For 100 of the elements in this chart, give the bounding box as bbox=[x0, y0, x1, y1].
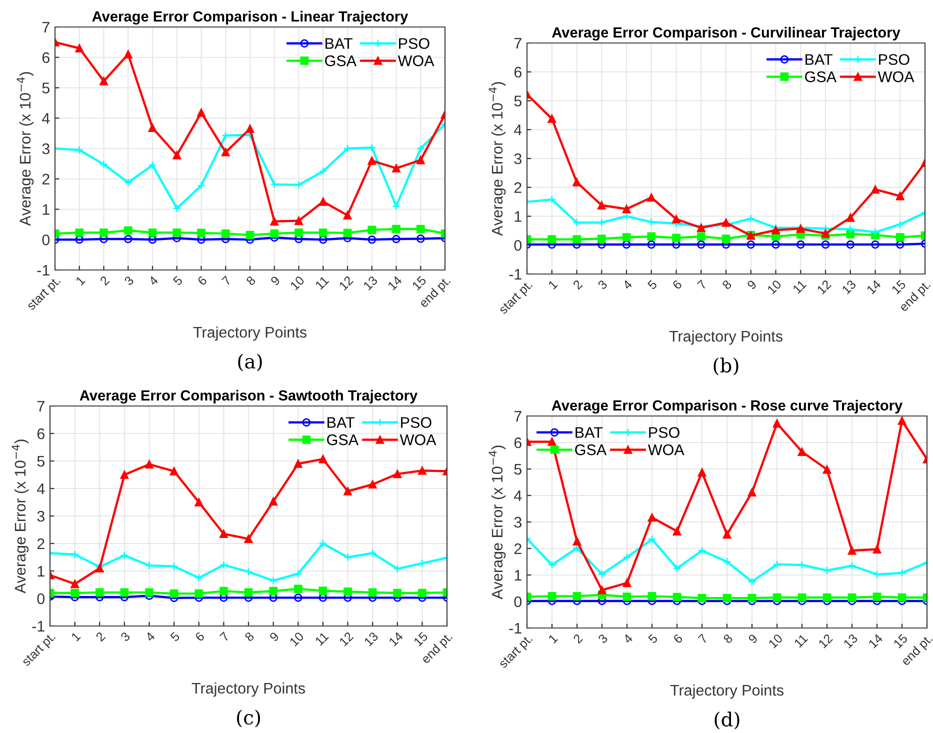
legend-label: BAT bbox=[576, 427, 603, 438]
text: (b) bbox=[714, 358, 738, 376]
x-tick-label: 4 bbox=[144, 631, 156, 642]
x-tick-label: 13 bbox=[364, 631, 379, 647]
x-tick-label: 13 bbox=[841, 279, 856, 295]
x-tick-label: 12 bbox=[818, 634, 833, 648]
x-tick-label: 2 bbox=[572, 634, 583, 644]
x-tick-label: 8 bbox=[244, 631, 255, 642]
y-tick-label: -1 bbox=[37, 265, 50, 276]
x-tick-label: 4 bbox=[148, 275, 159, 286]
x-tick-label: 3 bbox=[124, 275, 134, 286]
y-tick-label: 0 bbox=[514, 596, 522, 608]
y-tick-label: 3 bbox=[514, 516, 522, 528]
legend-label: WOA bbox=[400, 434, 436, 446]
x-tick-label: 13 bbox=[843, 633, 858, 649]
y-tick-label: 5 bbox=[514, 96, 522, 106]
x-tick-label: 8 bbox=[722, 633, 734, 644]
y-tick-label: 0 bbox=[37, 593, 45, 604]
x-tick-label: 4 bbox=[622, 279, 633, 290]
y-tick-label: 1 bbox=[38, 566, 44, 577]
x-tick-label: 11 bbox=[314, 276, 330, 290]
text: (c) bbox=[237, 710, 260, 728]
y-tick-label: 0 bbox=[514, 240, 522, 251]
x-axis-title: Trajectory Points bbox=[192, 682, 305, 697]
x-tick-label: 6 bbox=[672, 633, 684, 644]
x-tick-label: 9 bbox=[746, 280, 757, 290]
x-tick-label: 10 bbox=[289, 631, 304, 647]
x-tick-label: 11 bbox=[794, 634, 808, 648]
x-tick-label: 3 bbox=[120, 631, 131, 642]
y-tick-label: 7 bbox=[514, 38, 522, 49]
y-axis-title: Average Error (x 10$^{−4}$) bbox=[488, 446, 506, 600]
y-tick-label: 6 bbox=[514, 66, 522, 78]
text: (a) bbox=[238, 354, 262, 372]
x-tick-label: 1 bbox=[548, 280, 558, 290]
y-tick-label: -1 bbox=[509, 269, 522, 280]
legend-label: BAT bbox=[326, 38, 353, 49]
x-tick-label: start pt. bbox=[26, 276, 62, 312]
legend-label: PSO bbox=[399, 38, 430, 49]
x-tick-label: 2 bbox=[572, 280, 583, 290]
chart-title: Average Error Comparison - Sawtooth Trajectory bbox=[80, 390, 418, 404]
x-tick-label: 14 bbox=[866, 279, 882, 294]
y-tick-label: 5 bbox=[42, 82, 50, 94]
legend-label: WOA bbox=[648, 444, 684, 456]
y-tick-label: 3 bbox=[37, 510, 44, 522]
legend-label: PSO bbox=[401, 417, 432, 428]
y-tick-label: 2 bbox=[42, 174, 50, 184]
x-tick-label: 11 bbox=[314, 632, 329, 646]
x-tick-label: start pt. bbox=[498, 280, 534, 316]
y-tick-label: 7 bbox=[42, 22, 50, 33]
x-tick-label: 8 bbox=[722, 279, 732, 290]
y-tick-label: 7 bbox=[37, 401, 44, 412]
x-tick-label: 10 bbox=[768, 633, 784, 649]
y-tick-label: 1 bbox=[42, 204, 50, 215]
y-tick-label: 6 bbox=[42, 52, 50, 64]
x-tick-label: 1 bbox=[75, 276, 86, 286]
y-tick-label: 3 bbox=[42, 143, 50, 154]
y-tick-label: 6 bbox=[514, 437, 522, 448]
x-tick-label: 9 bbox=[748, 634, 758, 644]
chart-title: Average Error Comparison - Curvilinear Trajectory bbox=[552, 26, 900, 41]
x-tick-label: 14 bbox=[387, 275, 402, 290]
legend-label: BAT bbox=[806, 54, 833, 65]
y-tick-label: 5 bbox=[37, 456, 44, 467]
y-tick-label: 4 bbox=[42, 113, 50, 124]
x-tick-label: 3 bbox=[598, 633, 608, 644]
x-tick-label: 12 bbox=[338, 632, 354, 646]
x-tick-label: 3 bbox=[597, 279, 608, 290]
x-axis-title: Trajectory Points bbox=[669, 330, 782, 345]
legend-label: WOA bbox=[398, 55, 434, 66]
y-tick-label: 3 bbox=[514, 153, 522, 164]
y-tick-label: 2 bbox=[37, 538, 44, 550]
x-tick-label: 9 bbox=[269, 632, 280, 642]
x-tick-label: 6 bbox=[197, 275, 208, 286]
x-tick-label: 4 bbox=[622, 633, 634, 644]
y-tick-label: 7 bbox=[514, 411, 522, 422]
chart-title: Average Error Comparison - Linear Trajectory bbox=[92, 10, 408, 25]
x-tick-label: 14 bbox=[868, 633, 884, 648]
x-tick-label: 1 bbox=[70, 632, 81, 642]
text: (d) bbox=[714, 712, 740, 730]
y-tick-label: 1 bbox=[514, 570, 522, 581]
x-tick-label: 7 bbox=[698, 634, 708, 644]
x-tick-label: start pt. bbox=[498, 634, 534, 670]
x-tick-label: 6 bbox=[672, 279, 682, 290]
y-axis-title: Average Error (x 10$^{−4}$) bbox=[16, 72, 34, 226]
x-tick-label: 1 bbox=[548, 634, 558, 644]
x-tick-label: 14 bbox=[388, 631, 404, 646]
x-tick-label: 10 bbox=[766, 279, 782, 295]
y-tick-label: 5 bbox=[514, 464, 522, 475]
x-tick-label: 5 bbox=[648, 634, 658, 644]
y-tick-label: 4 bbox=[36, 484, 45, 494]
legend-label: GSA bbox=[327, 434, 359, 446]
x-tick-label: start pt. bbox=[21, 632, 58, 668]
x-tick-label: 5 bbox=[170, 632, 180, 642]
x-tick-label: 5 bbox=[647, 280, 658, 290]
legend-label: GSA bbox=[325, 55, 357, 66]
x-tick-label: 12 bbox=[816, 280, 832, 294]
y-axis-title: Average Error (x 10$^{−4}$) bbox=[488, 82, 506, 236]
y-tick-label: 1 bbox=[514, 211, 522, 222]
x-tick-label: 13 bbox=[362, 275, 378, 291]
legend-label: PSO bbox=[879, 54, 910, 65]
y-tick-label: 0 bbox=[42, 234, 50, 246]
